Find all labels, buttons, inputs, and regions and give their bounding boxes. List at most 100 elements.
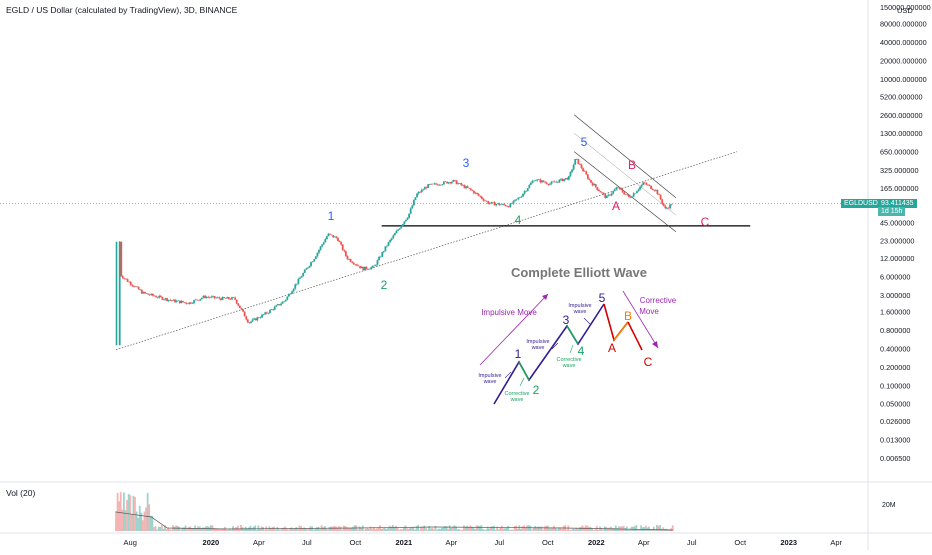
volume-bar — [616, 527, 619, 531]
price-candle — [670, 203, 673, 206]
volume-bar — [648, 526, 650, 531]
volume-bar — [127, 494, 130, 531]
candle-body — [594, 184, 597, 188]
candle-body — [354, 264, 357, 265]
price-tick-label: 0.050000 — [880, 400, 910, 409]
time-tick-label: Apr — [638, 538, 650, 547]
price-candle — [218, 296, 221, 300]
candle-body — [586, 174, 589, 179]
volume-bar — [562, 526, 565, 531]
volume-bar — [402, 527, 405, 531]
candle-body — [444, 181, 447, 183]
volume-bar — [463, 525, 465, 531]
price-candle — [208, 296, 211, 299]
candle-body — [435, 183, 437, 185]
candle-body — [155, 296, 157, 298]
candle-body — [612, 190, 615, 194]
price-candle — [319, 246, 322, 251]
candle-body — [498, 203, 501, 206]
price-candle — [163, 298, 165, 301]
symbol-tag: EGLDUSD — [841, 199, 881, 208]
candle-body — [626, 194, 629, 196]
volume-bar — [613, 527, 616, 531]
price-candle — [344, 250, 347, 258]
candle-body — [534, 180, 537, 182]
price-tick-label: 0.800000 — [880, 326, 910, 335]
price-candle — [283, 300, 286, 303]
volume-bar — [170, 529, 173, 531]
candle-body — [495, 204, 498, 206]
candle-body — [216, 297, 219, 299]
candle-body — [250, 321, 252, 323]
candle-body — [443, 181, 445, 185]
candle-body — [661, 199, 664, 204]
price-candle — [499, 204, 502, 206]
time-tick-label: Jul — [302, 538, 312, 547]
countdown-tag: 1d 15h — [878, 207, 906, 216]
trendlines — [115, 114, 751, 351]
volume-bar — [589, 526, 592, 531]
volume-indicator-label[interactable]: Vol (20) — [6, 488, 36, 498]
volume-bar — [629, 528, 631, 531]
volume-bar — [537, 526, 540, 531]
volume-bar — [123, 492, 125, 531]
volume-bar — [363, 529, 366, 531]
price-candle — [522, 193, 524, 198]
price-candle — [435, 182, 437, 186]
price-candle — [371, 265, 374, 269]
price-candle — [359, 266, 361, 270]
price-candle — [153, 295, 156, 297]
price-candle — [133, 285, 135, 288]
volume-bar — [240, 525, 242, 531]
candle-body — [579, 164, 581, 165]
volume-bar — [328, 527, 331, 531]
price-candle — [311, 260, 314, 263]
volume-bar — [502, 528, 505, 531]
price-candle — [651, 187, 654, 191]
volume-bar — [633, 526, 636, 531]
volume-bar — [532, 527, 535, 531]
candle-body — [651, 188, 654, 190]
volume-bar — [529, 525, 532, 531]
candle-body — [128, 281, 131, 283]
price-tick-label: 165.000000 — [880, 184, 919, 193]
volume-bar — [266, 529, 269, 531]
price-candle — [564, 177, 567, 181]
volume-bar — [431, 528, 434, 531]
price-candle — [547, 183, 550, 187]
candle-body — [121, 276, 124, 279]
candle-body — [224, 298, 227, 299]
candle-body — [507, 206, 510, 208]
candle-body — [259, 317, 262, 319]
price-candle — [634, 192, 637, 194]
chart-wave-label: 1 — [328, 209, 335, 223]
price-candle — [548, 182, 551, 186]
volume-bars — [115, 492, 674, 531]
candle-body — [163, 299, 165, 301]
volume-bar — [651, 529, 654, 531]
volume-bar — [591, 527, 593, 531]
volume-bar — [659, 525, 661, 531]
candle-body — [273, 306, 276, 310]
price-candle — [509, 202, 512, 208]
price-candle — [363, 266, 366, 271]
candle-body — [371, 265, 374, 268]
candle-body — [281, 301, 284, 304]
time-tick-label: 2020 — [203, 538, 220, 547]
corrective-move-arrowhead — [652, 341, 658, 348]
price-candle — [381, 251, 384, 258]
price-candle — [272, 308, 275, 311]
volume-bar — [255, 529, 258, 531]
price-candle — [270, 308, 273, 311]
volume-bar — [115, 511, 117, 531]
price-candle — [158, 294, 161, 299]
price-candle — [397, 228, 399, 232]
volume-bar — [306, 529, 309, 531]
volume-bar — [451, 527, 454, 531]
price-candle — [224, 297, 227, 299]
volume-bar — [622, 525, 625, 531]
volume-bar — [281, 528, 283, 531]
price-candle — [213, 296, 216, 300]
volume-bar — [588, 526, 590, 531]
